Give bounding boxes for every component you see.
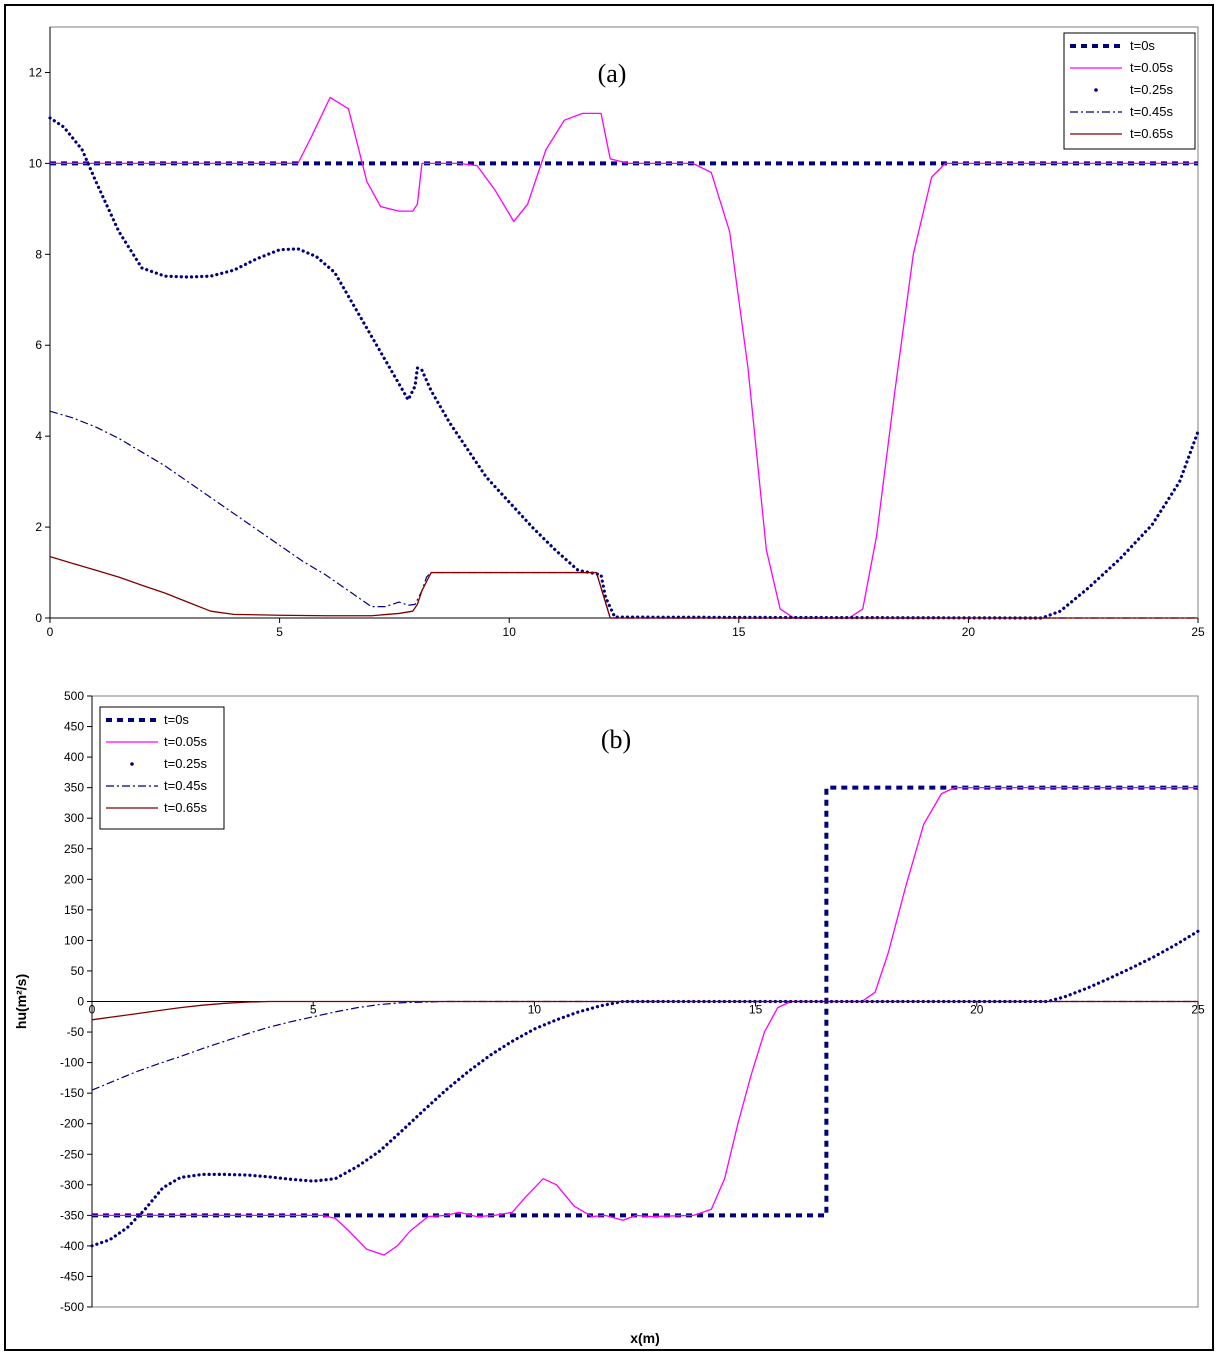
series-line-1 (50, 96, 1198, 619)
x-tick-label: 15 (749, 1003, 763, 1017)
legend-box (99, 706, 225, 830)
y-tick-label: 250 (64, 842, 84, 856)
y-tick-label: 200 (64, 872, 84, 886)
y-tick-label: 8 (35, 247, 42, 261)
legend-label-4: t=0.65s (1130, 126, 1174, 141)
x-tick-label: 20 (962, 625, 976, 639)
x-tick-label: 0 (89, 1003, 96, 1017)
legend: t=0s t=0.05s t=0.25s t=0.45s t=0.65s (99, 706, 225, 830)
x-tick-label: 10 (503, 625, 517, 639)
y-tick-label: 12 (29, 65, 43, 79)
x-tick-label: 20 (970, 1003, 984, 1017)
y-tick-label: 0 (77, 995, 84, 1009)
legend-label-3: t=0.45s (164, 778, 208, 793)
y-tick-label: 0 (35, 611, 42, 625)
legend-label-1: t=0.05s (164, 734, 208, 749)
legend-label-2: t=0.25s (164, 756, 208, 771)
series-line-1 (92, 787, 1198, 1256)
x-tick-label: 5 (276, 625, 283, 639)
panel-label: (b) (601, 725, 631, 754)
y-tick-label: -300 (60, 1178, 84, 1192)
y-tick-label: -350 (60, 1208, 84, 1222)
y-tick-label: 350 (64, 781, 84, 795)
y-tick-label: -400 (60, 1239, 84, 1253)
x-tick-label: 10 (528, 1003, 542, 1017)
y-tick-label: 4 (35, 429, 42, 443)
series-line-2 (48, 116, 1200, 620)
y-tick-label: 50 (71, 964, 85, 978)
x-tick-label: 25 (1191, 625, 1205, 639)
y-tick-label: 400 (64, 750, 84, 764)
y-tick-label: 100 (64, 933, 84, 947)
y-tick-label: 6 (35, 338, 42, 352)
series-line-3 (91, 1000, 1198, 1091)
x-tick-label: 5 (310, 1003, 317, 1017)
chart-0: 0 2 4 6 8 10 12 0 5 10 15 20 25 (a) t=0s t=0.05s t=0.25s… (29, 26, 1205, 639)
y-tick-label: -250 (60, 1147, 84, 1161)
legend-marker-2 (130, 762, 134, 766)
y-tick-label: 2 (35, 520, 42, 534)
y-tick-label: -100 (60, 1056, 84, 1070)
y-tick-label: -200 (60, 1117, 84, 1131)
x-tick-label: 15 (732, 625, 746, 639)
plot-area (49, 26, 1199, 619)
series-line-3 (49, 410, 1198, 619)
legend-label-2: t=0.25s (1130, 82, 1174, 97)
panel-label: (a) (598, 59, 627, 88)
series-line-4 (49, 556, 1198, 619)
y-tick-label: -150 (60, 1086, 84, 1100)
y-tick-label: 10 (29, 156, 43, 170)
x-axis-title: x(m) (630, 1330, 660, 1346)
y-tick-label: -450 (60, 1269, 84, 1283)
y-tick-label: -50 (67, 1025, 85, 1039)
y-tick-label: 150 (64, 903, 84, 917)
y-tick-label: 450 (64, 720, 84, 734)
figure-frame (4, 4, 1214, 1351)
legend-label-3: t=0.45s (1130, 104, 1174, 119)
legend-label-4: t=0.65s (164, 800, 208, 815)
y-axis-title: hu(m²/s) (13, 974, 29, 1029)
legend-marker-2 (1094, 88, 1098, 92)
series-line-4 (91, 1000, 1198, 1021)
series-line-2 (90, 929, 1200, 1248)
chart-1: -500-450-400-350-300-250-200-150-100-500… (13, 689, 1205, 1346)
x-tick-label: 25 (1191, 1003, 1205, 1017)
y-tick-label: 300 (64, 811, 84, 825)
legend-box (1063, 32, 1196, 150)
y-tick-label: 500 (64, 689, 84, 703)
y-tick-label: -500 (60, 1300, 84, 1314)
legend-label-0: t=0s (1130, 38, 1155, 53)
legend: t=0s t=0.05s t=0.25s t=0.45s t=0.65s (1063, 32, 1196, 150)
legend-label-1: t=0.05s (1130, 60, 1174, 75)
x-tick-label: 0 (47, 625, 54, 639)
legend-label-0: t=0s (164, 712, 189, 727)
